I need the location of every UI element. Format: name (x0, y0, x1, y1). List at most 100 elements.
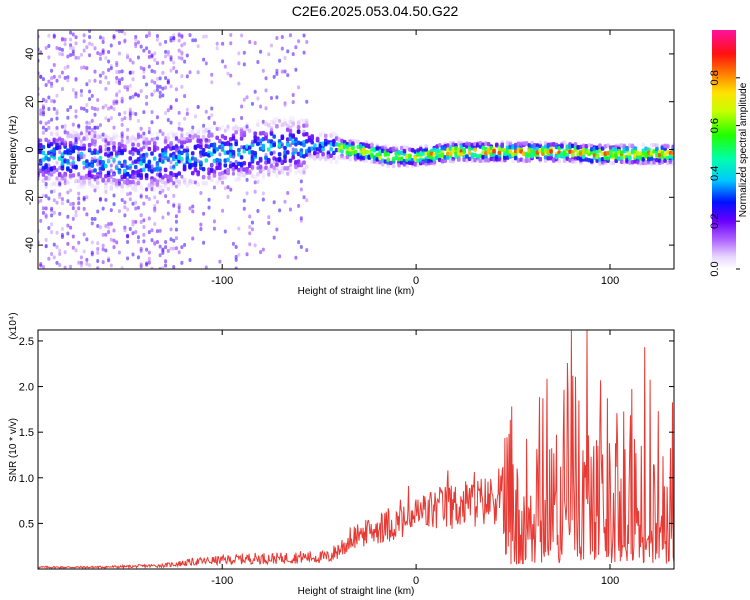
heatmap-cell (397, 163, 401, 168)
heatmap-speckle (161, 188, 165, 193)
heatmap-speckle (278, 58, 282, 63)
heatmap-cell (446, 155, 450, 160)
heatmap-speckle (66, 231, 70, 236)
heatmap-cell (304, 148, 309, 154)
heatmap-cell (554, 144, 559, 150)
heatmap-speckle (150, 92, 154, 97)
heatmap-speckle (126, 127, 130, 132)
heatmap-speckle (231, 171, 235, 176)
heatmap-speckle (245, 124, 249, 129)
heatmap-speckle (256, 96, 260, 101)
heatmap-cell (565, 152, 570, 158)
heatmap-speckle (174, 69, 178, 74)
heatmap-speckle (275, 68, 279, 73)
heatmap-cell (220, 170, 225, 176)
heatmap-speckle (58, 150, 62, 155)
heatmap-speckle (150, 266, 154, 269)
heatmap-cell (272, 120, 276, 126)
heatmap-speckle (134, 146, 138, 151)
heatmap-speckle (69, 52, 73, 57)
heatmap-cell (378, 146, 382, 151)
colorbar-tick-label: 0.6 (709, 118, 721, 133)
heatmap-cell (589, 143, 594, 149)
heatmap-cell (302, 132, 306, 137)
heatmap-cell (299, 141, 304, 146)
heatmap-speckle (183, 41, 187, 46)
heatmap-speckle (139, 219, 143, 224)
heatmap-cell (272, 168, 276, 174)
heatmap-speckle (115, 240, 119, 245)
heatmap-cell (424, 158, 428, 163)
heatmap-speckle (288, 163, 292, 168)
heatmap-speckle (191, 236, 195, 241)
heatmap-speckle (131, 111, 135, 116)
heatmap-speckle (305, 99, 309, 104)
heatmap-speckle (120, 138, 124, 143)
heatmap-speckle (136, 255, 140, 260)
heatmap-speckle (39, 108, 43, 113)
heatmap-speckle (166, 175, 170, 180)
heatmap-speckle (147, 260, 151, 265)
heatmap-speckle (104, 223, 108, 228)
heatmap-cell (416, 163, 420, 168)
heatmap-cell (318, 148, 323, 153)
heatmap-cell (489, 156, 494, 162)
heatmap-cell (66, 158, 70, 164)
heatmap-speckle (172, 164, 176, 169)
heatmap-speckle (153, 136, 157, 141)
heatmap-speckle (71, 46, 75, 51)
heatmap-cell (231, 162, 236, 167)
heatmap-cell (272, 117, 276, 122)
heatmap-cell (557, 145, 562, 151)
heatmap-cell (288, 132, 293, 138)
heatmap-speckle (158, 76, 162, 81)
heatmap-cell (228, 164, 233, 169)
heatmap-speckle (47, 171, 51, 176)
heatmap-cell (541, 151, 545, 157)
heatmap-speckle (272, 160, 276, 165)
heatmap-speckle (50, 206, 54, 211)
heatmap-speckle (155, 37, 159, 42)
heatmap-cell (581, 154, 586, 159)
heatmap-speckle (172, 203, 176, 208)
heatmap-speckle (210, 72, 214, 77)
heatmap-speckle (66, 241, 70, 246)
heatmap-speckle (177, 209, 181, 214)
heatmap-cell (55, 132, 59, 137)
heatmap-cell (223, 158, 228, 163)
heatmap-speckle (96, 209, 100, 214)
heatmap-speckle (115, 99, 119, 104)
heatmap-speckle (174, 214, 178, 219)
heatmap-speckle (96, 51, 100, 56)
heatmap-cell (627, 160, 632, 165)
heatmap-cell (432, 157, 437, 162)
heatmap-speckle (242, 50, 246, 55)
heatmap-speckle (174, 236, 178, 241)
heatmap-speckle (172, 60, 176, 65)
heatmap-speckle (226, 194, 230, 199)
heatmap-speckle (164, 85, 168, 90)
heatmap-speckle (139, 262, 143, 267)
heatmap-speckle (82, 33, 86, 38)
heatmap-speckle (52, 242, 56, 247)
heatmap-cell (427, 150, 431, 155)
heatmap-speckle (139, 194, 143, 199)
heatmap-cell (437, 153, 442, 159)
heatmap-cell (228, 137, 233, 142)
heatmap-speckle (169, 227, 173, 232)
heatmap-speckle (107, 225, 111, 230)
heatmap-speckle (112, 193, 116, 198)
heatmap-speckle (174, 175, 178, 180)
heatmap-speckle (109, 116, 113, 121)
heatmap-speckle (109, 221, 113, 226)
heatmap-speckle (107, 67, 111, 72)
heatmap-cell (660, 145, 665, 151)
heatmap-speckle (204, 265, 208, 269)
heatmap-speckle (50, 222, 54, 227)
heatmap-speckle (278, 254, 282, 259)
heatmap-speckle (210, 113, 214, 118)
heatmap-cell (302, 167, 306, 172)
heatmap-speckle (52, 189, 56, 194)
heatmap-cell (302, 142, 306, 148)
